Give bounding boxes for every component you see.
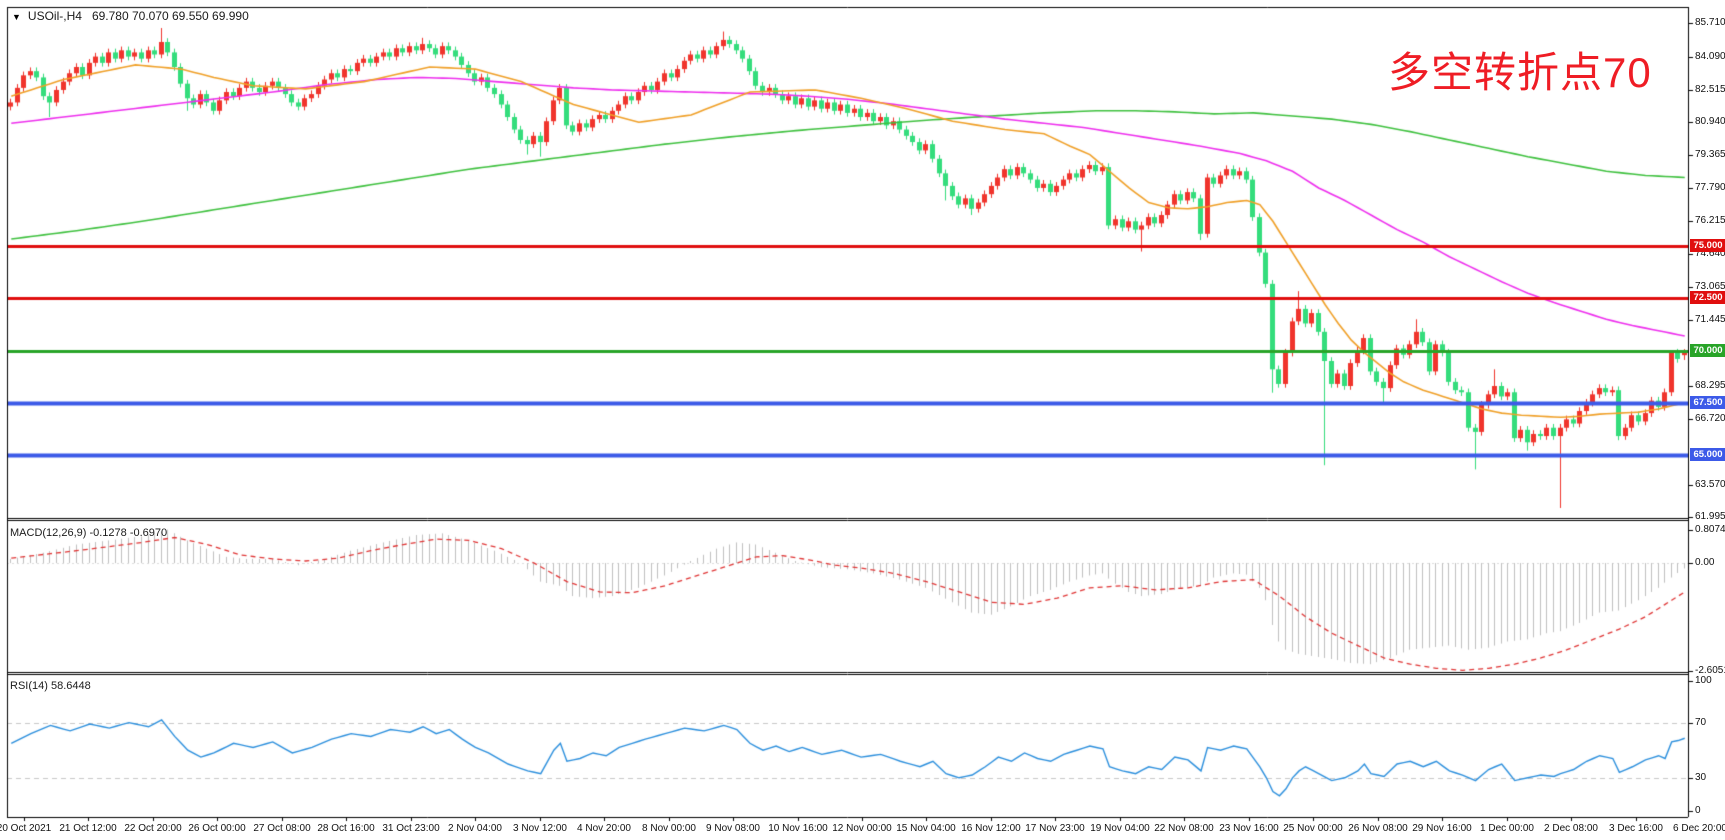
macd-scale-label: 0.8074 xyxy=(1695,524,1725,535)
price-axis-label: 71.445 xyxy=(1695,314,1725,325)
time-axis-label: 31 Oct 23:00 xyxy=(382,823,440,834)
price-axis-label: 76.215 xyxy=(1695,215,1725,226)
price-axis-label: 66.720 xyxy=(1695,413,1725,424)
price-badge: 75.000 xyxy=(1690,239,1725,252)
time-axis-label: 19 Nov 04:00 xyxy=(1090,823,1150,834)
price-axis-label: 68.295 xyxy=(1695,380,1725,391)
time-axis-label: 27 Oct 08:00 xyxy=(253,823,311,834)
price-badge: 70.000 xyxy=(1690,344,1725,357)
price-axis-label: 77.790 xyxy=(1695,182,1725,193)
price-axis-label: 84.090 xyxy=(1695,51,1725,62)
chart-title: ▼ USOil-,H4 69.780 70.070 69.550 69.990 xyxy=(12,9,249,23)
time-axis-label: 16 Nov 12:00 xyxy=(961,823,1021,834)
time-axis-label: 17 Nov 23:00 xyxy=(1025,823,1085,834)
time-axis-label: 22 Nov 08:00 xyxy=(1154,823,1214,834)
price-axis-label: 85.710 xyxy=(1695,17,1725,28)
rsi-scale-label: 30 xyxy=(1695,772,1707,783)
time-axis-label: 29 Nov 16:00 xyxy=(1412,823,1472,834)
rsi-indicator-label: RSI(14) 58.6448 xyxy=(10,680,91,692)
ohlc-values: 69.780 70.070 69.550 69.990 xyxy=(91,9,249,23)
price-axis-label: 80.940 xyxy=(1695,116,1725,127)
symbol-dropdown-icon[interactable]: ▼ xyxy=(12,12,21,22)
time-axis-label: 3 Nov 12:00 xyxy=(513,823,567,834)
time-axis-label: 1 Dec 00:00 xyxy=(1480,823,1534,834)
time-axis-label: 3 Dec 16:00 xyxy=(1609,823,1663,834)
time-axis-label: 10 Nov 16:00 xyxy=(768,823,828,834)
price-axis-label: 82.515 xyxy=(1695,84,1725,95)
time-axis-label: 4 Nov 20:00 xyxy=(577,823,631,834)
time-axis-label: 6 Dec 20:00 xyxy=(1673,823,1725,834)
symbol-period-label: USOil-,H4 xyxy=(27,9,82,23)
macd-scale-label: 0.00 xyxy=(1695,557,1715,568)
price-axis-label: 79.365 xyxy=(1695,149,1725,160)
rsi-scale-label: 70 xyxy=(1695,717,1707,728)
time-axis-label: 2 Dec 08:00 xyxy=(1544,823,1598,834)
rsi-scale-label: 100 xyxy=(1695,675,1712,686)
time-axis-label: 26 Nov 08:00 xyxy=(1348,823,1408,834)
time-axis-label: 8 Nov 00:00 xyxy=(642,823,696,834)
annotation-text: 多空转折点70 xyxy=(1388,49,1652,96)
rsi-scale-label: 0 xyxy=(1695,805,1701,816)
time-axis-label: 21 Oct 12:00 xyxy=(59,823,117,834)
time-axis-label: 22 Oct 20:00 xyxy=(124,823,182,834)
time-axis-label: 28 Oct 16:00 xyxy=(317,823,375,834)
time-axis-label: 20 Oct 2021 xyxy=(0,823,52,834)
macd-indicator-label: MACD(12,26,9) -0.1278 -0.6970 xyxy=(10,527,168,539)
time-axis-label: 25 Nov 00:00 xyxy=(1283,823,1343,834)
price-axis-label: 63.570 xyxy=(1695,479,1725,490)
price-axis-label: 61.995 xyxy=(1695,511,1725,522)
time-axis-label: 2 Nov 04:00 xyxy=(448,823,502,834)
time-axis-label: 23 Nov 16:00 xyxy=(1219,823,1279,834)
price-badge: 67.500 xyxy=(1690,396,1725,409)
price-axis-label: 73.065 xyxy=(1695,281,1725,292)
time-axis-label: 26 Oct 00:00 xyxy=(188,823,246,834)
time-axis-label: 9 Nov 08:00 xyxy=(706,823,760,834)
price-axis-label: 74.640 xyxy=(1695,248,1725,259)
time-axis-label: 12 Nov 00:00 xyxy=(832,823,892,834)
price-badge: 65.000 xyxy=(1690,448,1725,461)
time-axis-label: 15 Nov 04:00 xyxy=(896,823,956,834)
price-badge: 72.500 xyxy=(1690,291,1725,304)
